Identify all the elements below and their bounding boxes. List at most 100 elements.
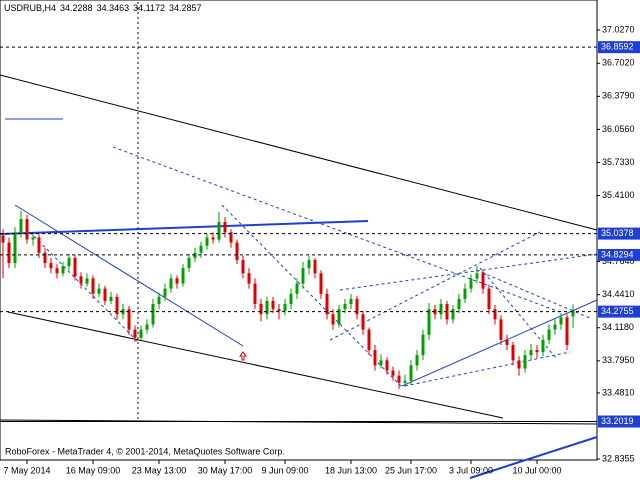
candle-body (367, 329, 371, 351)
price-level-box (598, 248, 640, 261)
candle-body (205, 237, 209, 246)
candle-body (13, 232, 17, 264)
candle-body (55, 268, 59, 274)
candle-body (535, 350, 539, 353)
candle-body (199, 245, 203, 253)
candle-body (169, 278, 173, 289)
candle-body (145, 324, 149, 330)
price-level-box (598, 415, 640, 428)
candle-body (241, 259, 245, 274)
y-tick-label: 33.7950 (602, 355, 635, 365)
candle-body (427, 309, 431, 335)
candle-body (349, 298, 353, 305)
x-tick-label: 30 May 17:00 (198, 465, 253, 475)
ohlc-value: 34.2857 (169, 3, 202, 13)
candle-body (553, 324, 557, 330)
candle-body (337, 309, 341, 325)
candle-body (211, 237, 215, 240)
ohlc-value: 34.2288 (60, 3, 93, 13)
price-level-label: 33.2019 (601, 416, 634, 426)
candle-body (31, 237, 35, 240)
candle-body (391, 370, 395, 376)
candle-body (163, 288, 167, 297)
candle-body (547, 329, 551, 340)
candle-body (265, 300, 269, 315)
candle-body (127, 309, 131, 330)
projection-line (475, 269, 591, 319)
candle-body (409, 365, 413, 381)
candle-body (361, 314, 365, 330)
y-tick-label: 37.0270 (602, 24, 635, 34)
x-tick-label: 23 May 13:00 (132, 465, 187, 475)
candle-body (571, 310, 575, 317)
candles (1, 210, 575, 389)
candle-body (67, 257, 71, 267)
candle-body (19, 219, 23, 233)
candle-body (97, 288, 101, 294)
candle-body (565, 317, 569, 345)
candle-body (469, 278, 473, 289)
candle-body (43, 252, 47, 264)
candle-body (313, 259, 317, 274)
ohlc-value: 34.3463 (97, 3, 130, 13)
y-tick-label: 34.1180 (602, 322, 634, 332)
x-tick-label: 9 Jun 09:00 (261, 465, 308, 475)
trend-line (469, 436, 598, 479)
candle-body (319, 273, 323, 294)
price-level-label: 34.2755 (601, 306, 634, 316)
trend-line (0, 74, 598, 231)
candle-body (229, 232, 233, 243)
candle-body (511, 344, 515, 361)
candle-body (541, 339, 545, 353)
candle-body (463, 288, 467, 299)
candle-body (295, 283, 299, 294)
candle-body (415, 355, 419, 366)
candle-body (175, 278, 179, 284)
candle-body (247, 273, 251, 284)
candle-body (505, 339, 509, 345)
candle-body (187, 257, 191, 269)
candle-body (133, 329, 137, 338)
candle-body (403, 380, 407, 383)
candle-body (379, 360, 383, 366)
candle-body (109, 296, 113, 301)
y-tick-label: 36.7020 (602, 58, 635, 68)
candle-body (373, 350, 377, 366)
candle-body (217, 222, 221, 240)
projection-line (339, 253, 598, 291)
candle-body (157, 296, 161, 305)
candle-body (331, 314, 335, 325)
y-tick-label: 36.3790 (602, 91, 635, 101)
candle-body (517, 360, 521, 369)
y-tick-label: 35.4100 (602, 190, 635, 200)
candle-body (289, 293, 293, 305)
x-tick-label: 18 Jun 13:00 (325, 465, 377, 475)
footer: RoboForex - MetaTrader 4, © 2001-2014, M… (5, 446, 285, 456)
candle-body (523, 355, 527, 369)
candle-body (25, 219, 29, 240)
price-level-label: 35.0378 (601, 228, 634, 238)
y-tick-label: 33.4810 (602, 387, 635, 397)
candle-body (61, 266, 65, 274)
price-level-box (598, 41, 640, 54)
candle-body (37, 237, 41, 253)
candle-body (277, 309, 281, 312)
chart-title: USDRUB,H4 34.2288 34.3463 34.1172 34.2857 (4, 3, 202, 13)
candle-body (7, 242, 11, 264)
candle-body (493, 309, 497, 320)
candle-body (283, 304, 287, 312)
ohlc-value: 34.1172 (133, 3, 165, 13)
x-tick-label: 10 Jul 00:00 (512, 465, 561, 475)
candle-body (457, 298, 461, 310)
x-tick-label: 7 May 2014 (3, 465, 50, 475)
candle-body (451, 309, 455, 320)
candle-body (325, 293, 329, 315)
price-level-box (598, 305, 640, 318)
last-ohlc: 34.2288 34.3463 34.1172 34.2857 (60, 3, 202, 13)
candle-body (301, 268, 305, 284)
candle-body (151, 304, 155, 325)
trend-line (0, 220, 369, 235)
y-tick-label: 36.0560 (602, 124, 635, 134)
candle-body (1, 235, 5, 243)
